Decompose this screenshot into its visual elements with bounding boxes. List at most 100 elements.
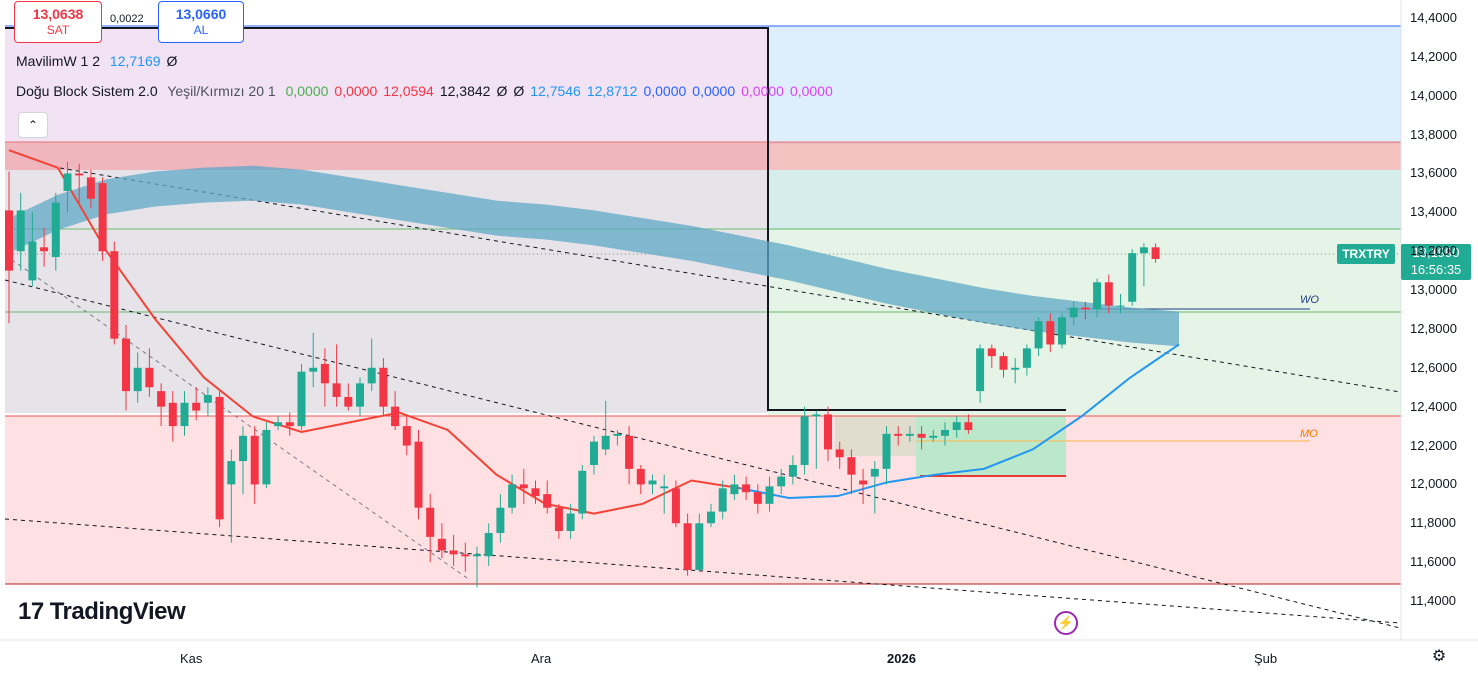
candle-body bbox=[625, 435, 634, 469]
candle-body bbox=[391, 406, 400, 427]
candle-body bbox=[765, 486, 774, 504]
candle-body bbox=[367, 367, 376, 384]
candle-body bbox=[75, 173, 84, 176]
price-tick-label: 13,4000 bbox=[1410, 204, 1457, 220]
level-label-upper: WO bbox=[1300, 294, 1319, 306]
candle-body bbox=[426, 507, 435, 537]
mavilimw-line-red bbox=[8, 149, 741, 515]
ticker-tag: TRXTRY bbox=[1337, 244, 1395, 264]
time-tick-label: Ara bbox=[531, 651, 552, 666]
candle-body bbox=[508, 484, 517, 508]
candle-body bbox=[461, 554, 470, 557]
candle-body bbox=[718, 488, 727, 512]
candle-body bbox=[894, 433, 903, 436]
trendline bbox=[4, 254, 471, 581]
candle-body bbox=[1139, 247, 1148, 254]
candle-body bbox=[882, 433, 891, 469]
indicator-value: Ø bbox=[513, 83, 525, 99]
candle-body bbox=[1069, 307, 1078, 318]
candle-body bbox=[543, 494, 552, 508]
candle-body bbox=[636, 468, 645, 485]
chevron-up-icon[interactable]: ⌃ bbox=[18, 112, 48, 138]
candle-body bbox=[660, 486, 669, 489]
zone-teal bbox=[768, 170, 1401, 230]
indicator-value: 0,0000 bbox=[643, 83, 687, 99]
candle-body bbox=[168, 402, 177, 427]
candle-body bbox=[51, 202, 60, 258]
price-tick-label: 13,2000 bbox=[1410, 243, 1457, 259]
candle-body bbox=[788, 464, 797, 477]
price-tick-label: 11,8000 bbox=[1410, 515, 1457, 531]
candle-body bbox=[648, 480, 657, 485]
candle-body bbox=[402, 426, 411, 446]
candle-body bbox=[145, 367, 154, 388]
time-tick-label: Şub bbox=[1254, 651, 1278, 666]
candle-body bbox=[905, 433, 914, 436]
candle-body bbox=[320, 363, 329, 384]
candle-body bbox=[824, 414, 832, 450]
candle-body bbox=[133, 367, 142, 392]
indicator-value: 0,0000 bbox=[789, 83, 833, 99]
candle-body bbox=[274, 422, 283, 427]
last-price-tag: 13,1990 16:56:35 bbox=[1401, 244, 1471, 280]
candle-body bbox=[344, 396, 353, 407]
candle-body bbox=[847, 457, 856, 475]
indicator-values: 12,7169 Ø bbox=[110, 53, 184, 69]
candle-body bbox=[1151, 247, 1160, 259]
indicator-value: 12,7169 bbox=[109, 53, 161, 69]
candle-body bbox=[671, 488, 680, 524]
candle-body bbox=[531, 488, 540, 497]
candle-body bbox=[1104, 282, 1113, 306]
flash-icon[interactable]: ⚡ bbox=[1054, 611, 1078, 635]
indicator-name: Doğu Block Sistem 2.0 bbox=[16, 83, 158, 99]
indicator-value: 12,0594 bbox=[383, 83, 434, 99]
candle-body bbox=[859, 480, 868, 485]
time-tick-label: Kas bbox=[180, 651, 203, 666]
candle-body bbox=[157, 391, 166, 407]
candle-body bbox=[683, 523, 692, 570]
time-tick-label: 2026 bbox=[887, 651, 916, 666]
indicator-value: 0,0000 bbox=[741, 83, 784, 99]
candle-body bbox=[215, 396, 224, 520]
dogu-block-cloud bbox=[9, 165, 1179, 347]
candle-body bbox=[227, 461, 236, 485]
buy-button[interactable]: 13,0660 AL bbox=[158, 1, 244, 43]
price-tick-label: 12,2000 bbox=[1410, 437, 1457, 453]
indicator-dogu-block[interactable]: Doğu Block Sistem 2.0 Yeşil/Kırmızı 20 1… bbox=[16, 83, 845, 99]
price-tick-label: 14,2000 bbox=[1410, 48, 1457, 64]
buy-price: 13,0660 bbox=[175, 6, 227, 22]
candle-body bbox=[203, 395, 212, 403]
candle-body bbox=[707, 511, 715, 524]
candle-body bbox=[192, 402, 201, 411]
indicator-params: Yeşil/Kırmızı 20 1 bbox=[167, 83, 276, 99]
candle-body bbox=[566, 513, 575, 532]
indicator-mavilim[interactable]: MavilimW 1 2 12,7169 Ø bbox=[16, 53, 189, 69]
candle-body bbox=[519, 484, 528, 489]
candle-body bbox=[250, 435, 259, 485]
candle-body bbox=[122, 338, 130, 392]
candle-body bbox=[695, 523, 704, 570]
candle-body bbox=[437, 538, 446, 551]
price-tick-label: 11,4000 bbox=[1410, 593, 1457, 608]
candle-body bbox=[1093, 282, 1102, 310]
trendline bbox=[4, 518, 1401, 624]
candle-body bbox=[496, 507, 505, 533]
sell-button[interactable]: 13,0638 SAT bbox=[14, 1, 102, 43]
countdown: 16:56:35 bbox=[1410, 262, 1462, 277]
candle-body bbox=[484, 532, 493, 557]
candle-body bbox=[929, 435, 938, 438]
candle-body bbox=[601, 435, 610, 450]
candle-body bbox=[613, 433, 622, 436]
indicator-value: 0,0000 bbox=[692, 83, 736, 99]
indicator-value: 0,0000 bbox=[285, 83, 329, 99]
indicator-name: MavilimW 1 2 bbox=[16, 53, 101, 69]
candle-body bbox=[473, 554, 481, 557]
candle-body bbox=[1081, 307, 1090, 310]
settings-icon[interactable]: ⚙ bbox=[1431, 648, 1447, 665]
candle-body bbox=[285, 422, 294, 427]
sell-label: SAT bbox=[46, 23, 70, 37]
indicator-value: 12,7546 bbox=[530, 83, 581, 99]
candle-body bbox=[742, 484, 751, 493]
price-tick-label: 13,8000 bbox=[1410, 126, 1457, 142]
